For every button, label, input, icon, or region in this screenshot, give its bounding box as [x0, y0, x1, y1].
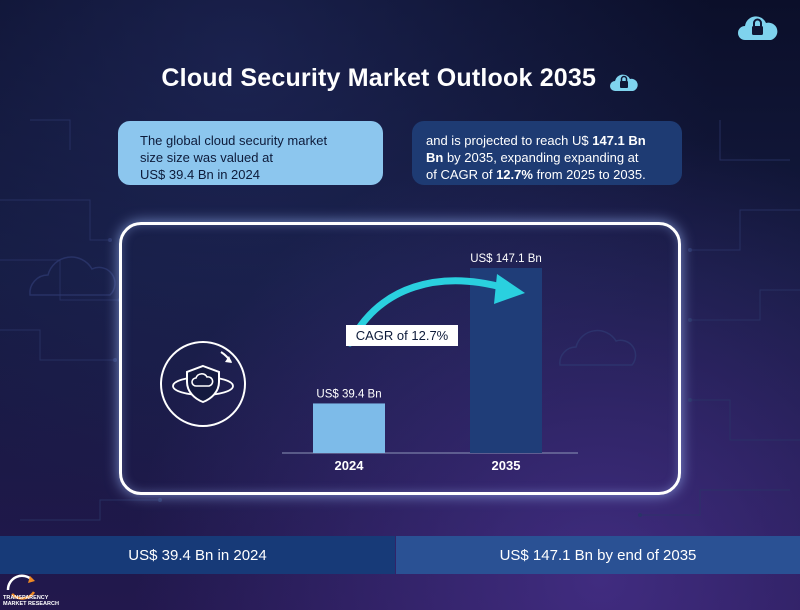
summary-2024: US$ 39.4 Bn in 2024: [0, 536, 395, 574]
info-right-text: of CAGR of: [426, 167, 497, 182]
info-right-highlight: Bn: [426, 150, 444, 165]
cagr-label: CAGR of 12.7%: [356, 328, 449, 343]
x-tick-label: 2035: [492, 458, 521, 473]
info-right-line: Bn by 2035, expanding expanding at: [426, 149, 672, 166]
info-box-2024: The global cloud security market size si…: [118, 121, 383, 185]
info-box-2035: and is projected to reach U$ 147.1 Bn Bn…: [412, 121, 682, 185]
bar-value-label: US$ 39.4 Bn: [316, 388, 381, 400]
info-left-line: US$ 39.4 Bn in 2024: [140, 167, 260, 182]
page-title: Cloud Security Market Outlook 2035: [161, 64, 597, 92]
info-left-line: size size was valued at: [140, 150, 273, 165]
shield-cloud-icon: [160, 341, 246, 427]
summary-band: US$ 39.4 Bn in 2024 US$ 147.1 Bn by end …: [0, 536, 800, 574]
cagr-arrow: [346, 277, 509, 347]
brand-line2: MARKET RESEARCH: [3, 601, 59, 607]
info-right-line: of CAGR of 12.7% from 2025 to 2035.: [426, 166, 672, 183]
info-right-highlight: 147.1 Bn: [592, 133, 646, 148]
summary-2035: US$ 147.1 Bn by end of 2035: [396, 536, 800, 574]
x-tick-label: 2024: [335, 458, 365, 473]
title-row: Cloud Security Market Outlook 2035: [0, 64, 800, 93]
cloud-lock-icon: [609, 74, 638, 91]
cloud-lock-icon: [738, 16, 778, 40]
info-left-line: The global cloud security market: [140, 133, 328, 148]
brand-line1: TRANSPARENCY: [3, 595, 49, 601]
info-right-highlight: 12.7%: [496, 167, 533, 182]
bar-value-label: US$ 147.1 Bn: [470, 253, 542, 265]
chart-frame: [119, 222, 681, 495]
brand-logo: TRANSPARENCY MARKET RESEARCH: [3, 574, 59, 607]
info-right-text: from 2025 to 2035.: [532, 167, 646, 182]
cagr-label-box: [346, 325, 458, 346]
info-right-text: by 2035, expanding expanding at: [443, 150, 639, 165]
bar-2024: [313, 403, 385, 453]
cagr-arrowhead: [494, 274, 525, 304]
info-right-text: and is projected to reach U$: [426, 133, 593, 148]
info-right-line: and is projected to reach U$ 147.1 Bn: [426, 132, 672, 149]
